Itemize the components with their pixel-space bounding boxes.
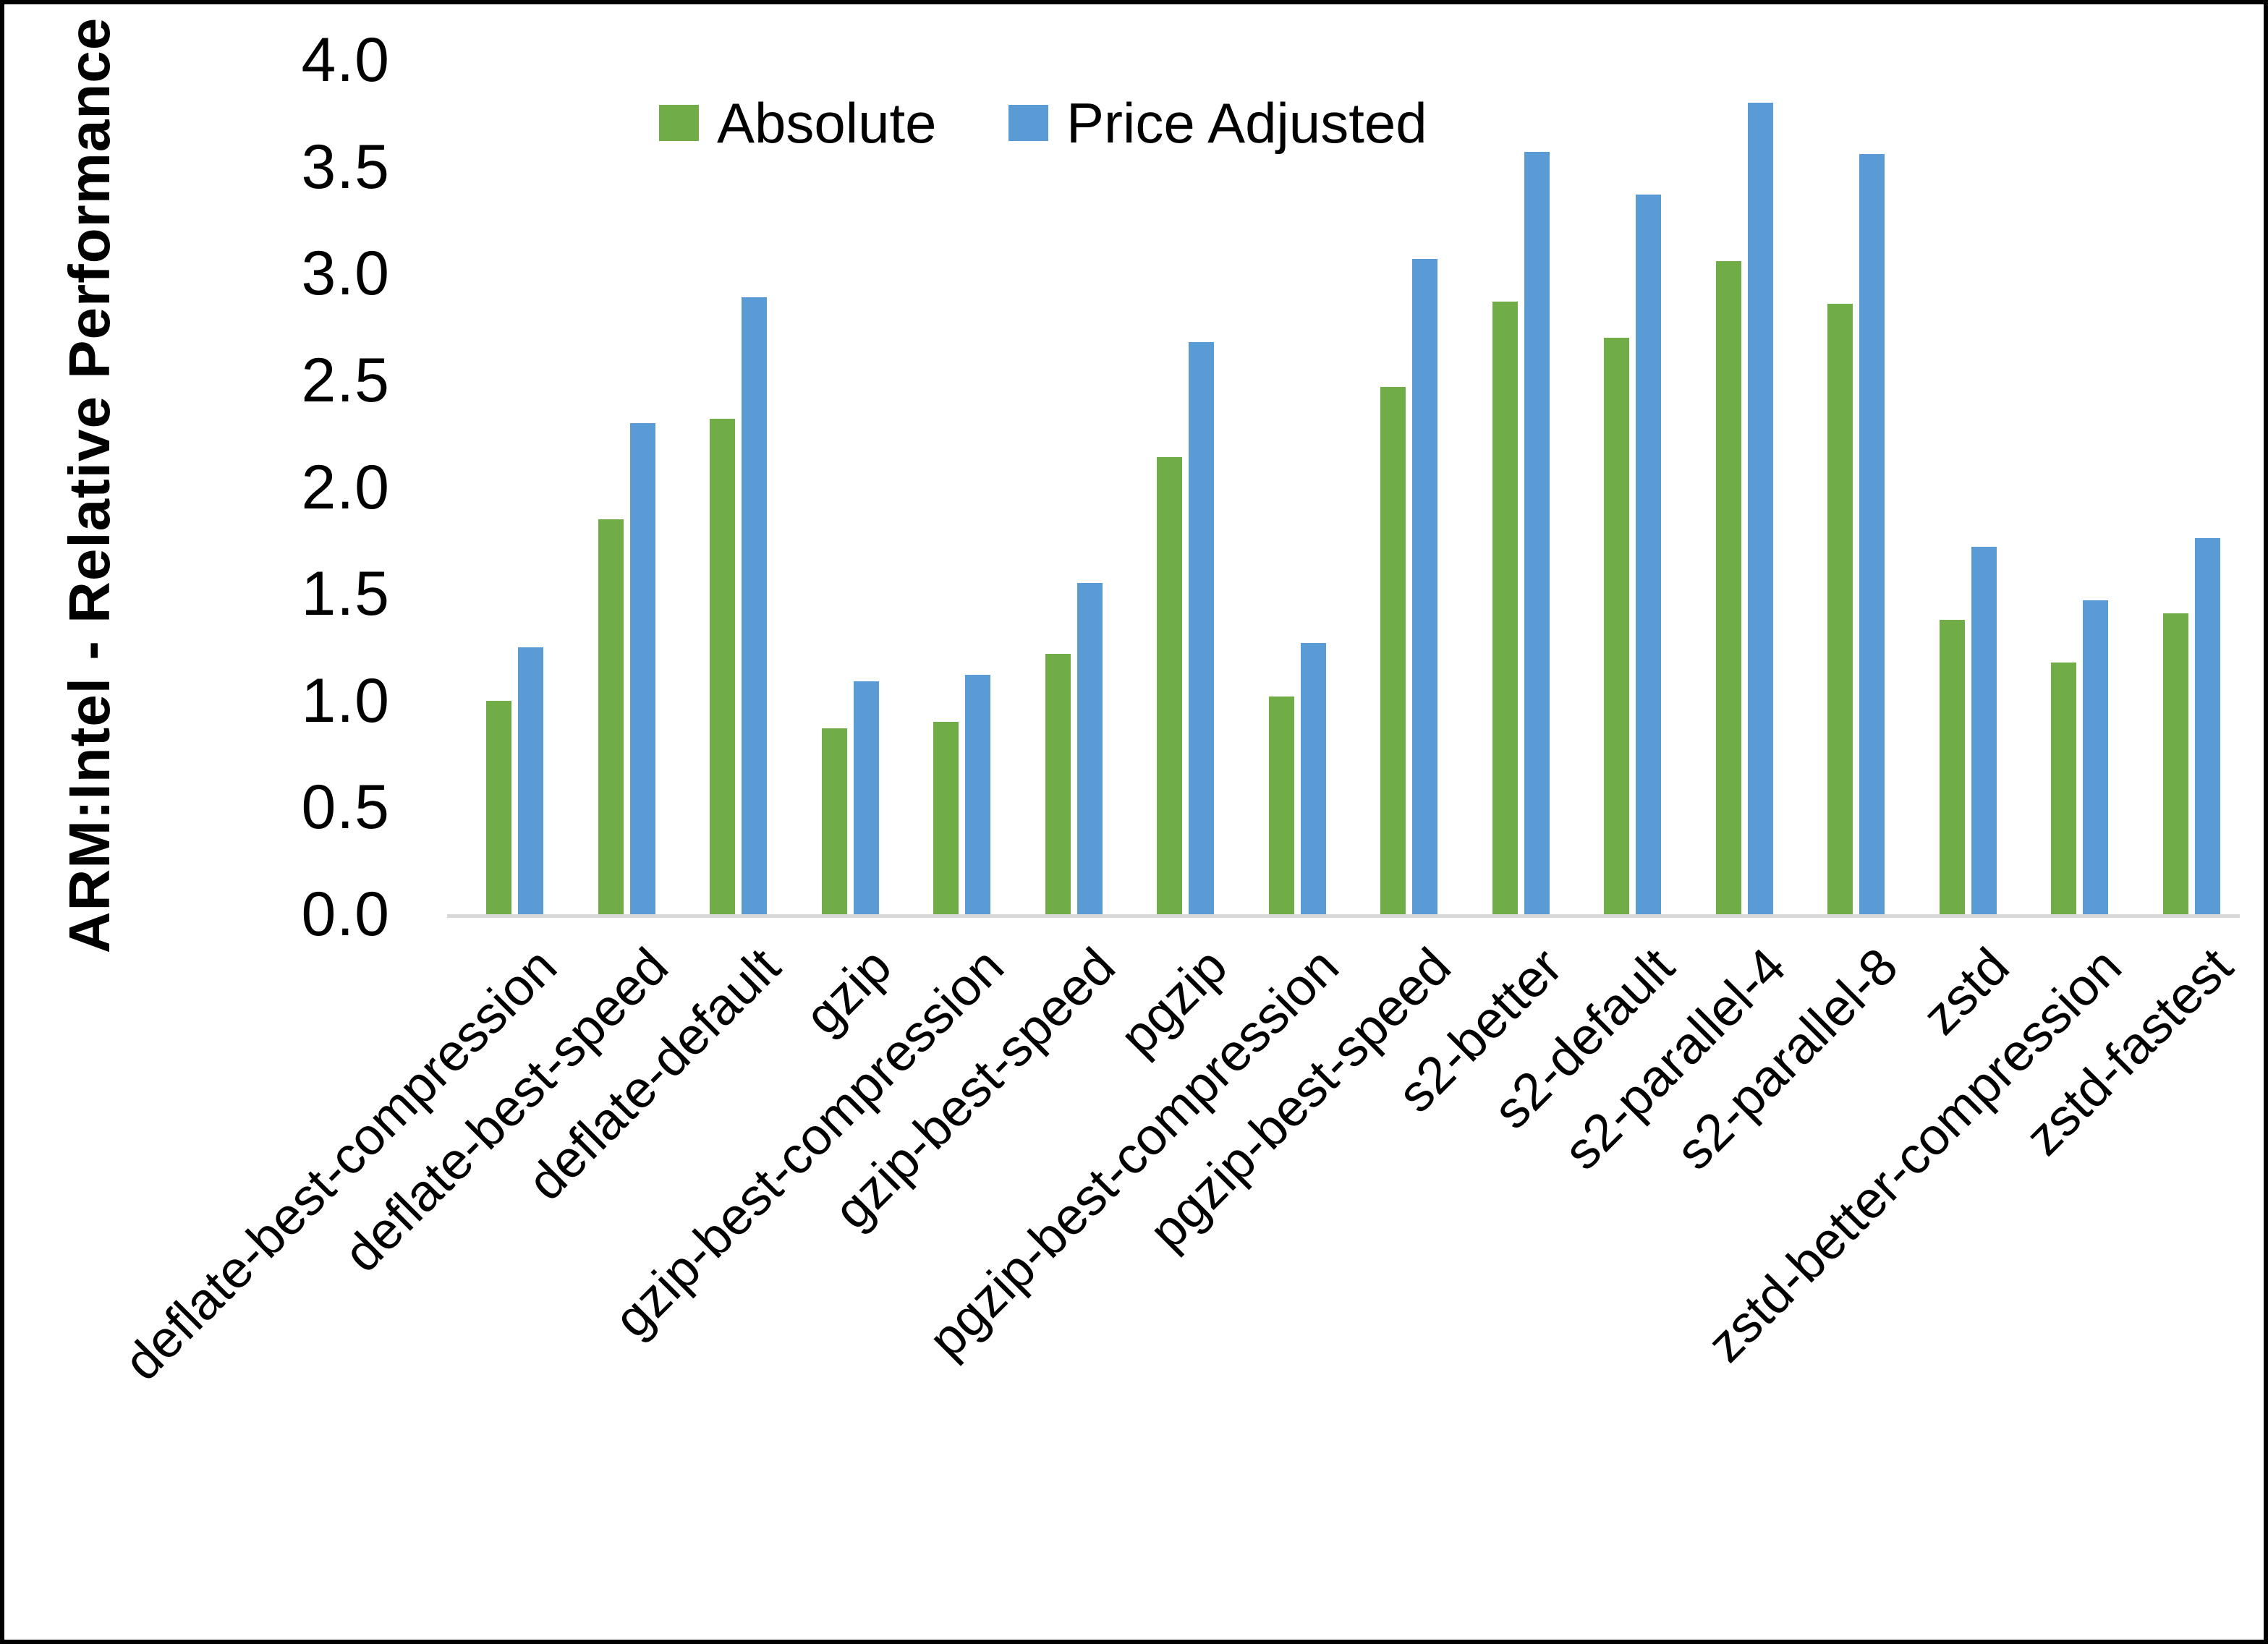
bar-absolute-s2-parallel-8 bbox=[1827, 303, 1853, 914]
bar-absolute-zstd-fastest bbox=[2162, 613, 2188, 914]
bar-price-adjusted-s2-better bbox=[1524, 151, 1550, 914]
y-tick-label-0.0: 0.0 bbox=[301, 880, 390, 949]
bar-absolute-pgzip bbox=[1157, 457, 1182, 914]
bar-price-adjusted-pgzip-best-speed bbox=[1412, 258, 1437, 914]
bar-price-adjusted-s2-parallel-4 bbox=[1747, 103, 1773, 914]
bar-price-adjusted-gzip-best-speed bbox=[1076, 583, 1103, 914]
bar-absolute-deflate-best-compression bbox=[486, 700, 511, 914]
bar-absolute-s2-parallel-4 bbox=[1715, 260, 1741, 914]
bar-price-adjusted-deflate-default bbox=[742, 297, 767, 914]
bar-absolute-s2-default bbox=[1604, 337, 1629, 914]
bar-absolute-pgzip-best-compression bbox=[1268, 696, 1294, 914]
bar-absolute-zstd bbox=[1939, 619, 1965, 914]
bar-absolute-gzip-best-speed bbox=[1045, 653, 1071, 914]
legend-label-price-adjusted: Price Adjusted bbox=[1066, 91, 1427, 155]
legend-swatch-price-adjusted-icon bbox=[1008, 105, 1048, 141]
bar-price-adjusted-s2-default bbox=[1636, 195, 1661, 914]
bar-price-adjusted-pgzip bbox=[1189, 341, 1214, 914]
y-tick-label-1.0: 1.0 bbox=[301, 665, 390, 736]
legend-swatch-absolute-icon bbox=[659, 105, 699, 141]
bar-price-adjusted-zstd-better-compression bbox=[2083, 600, 2108, 914]
bar-price-adjusted-gzip-best-compression bbox=[965, 675, 990, 914]
y-tick-label-4.0: 4.0 bbox=[301, 25, 390, 95]
legend-item-absolute: Absolute bbox=[659, 95, 937, 151]
x-category-label-deflate-best-compression: deflate-best-compression bbox=[113, 937, 568, 1392]
bar-price-adjusted-zstd bbox=[1971, 547, 1997, 914]
bar-absolute-pgzip-best-speed bbox=[1380, 386, 1406, 914]
y-tick-label-2.5: 2.5 bbox=[301, 345, 390, 415]
bar-absolute-gzip bbox=[821, 728, 847, 914]
bar-price-adjusted-zstd-fastest bbox=[2194, 538, 2220, 914]
y-tick-label-1.5: 1.5 bbox=[301, 559, 390, 629]
bar-price-adjusted-gzip bbox=[853, 681, 879, 914]
legend-label-absolute: Absolute bbox=[717, 91, 937, 155]
y-tick-label-3.5: 3.5 bbox=[301, 132, 390, 202]
bar-price-adjusted-s2-parallel-8 bbox=[1859, 153, 1885, 914]
y-tick-label-0.5: 0.5 bbox=[301, 772, 390, 843]
bar-absolute-zstd-better-compression bbox=[2051, 662, 2076, 914]
bar-absolute-gzip-best-compression bbox=[933, 722, 959, 914]
bar-absolute-s2-better bbox=[1492, 301, 1518, 914]
legend-item-price-adjusted: Price Adjusted bbox=[1008, 95, 1427, 151]
y-tick-label-2.0: 2.0 bbox=[301, 452, 390, 522]
bar-price-adjusted-deflate-best-compression bbox=[518, 647, 543, 914]
y-axis-title: ARM:Intel - Relative Performance bbox=[57, 17, 122, 954]
x-axis-line bbox=[447, 914, 2240, 918]
bar-absolute-deflate-default bbox=[710, 419, 735, 914]
y-tick-label-3.0: 3.0 bbox=[301, 239, 390, 309]
bar-absolute-deflate-best-speed bbox=[598, 519, 624, 914]
bar-price-adjusted-deflate-best-speed bbox=[629, 422, 655, 914]
bar-price-adjusted-pgzip-best-compression bbox=[1300, 643, 1326, 914]
